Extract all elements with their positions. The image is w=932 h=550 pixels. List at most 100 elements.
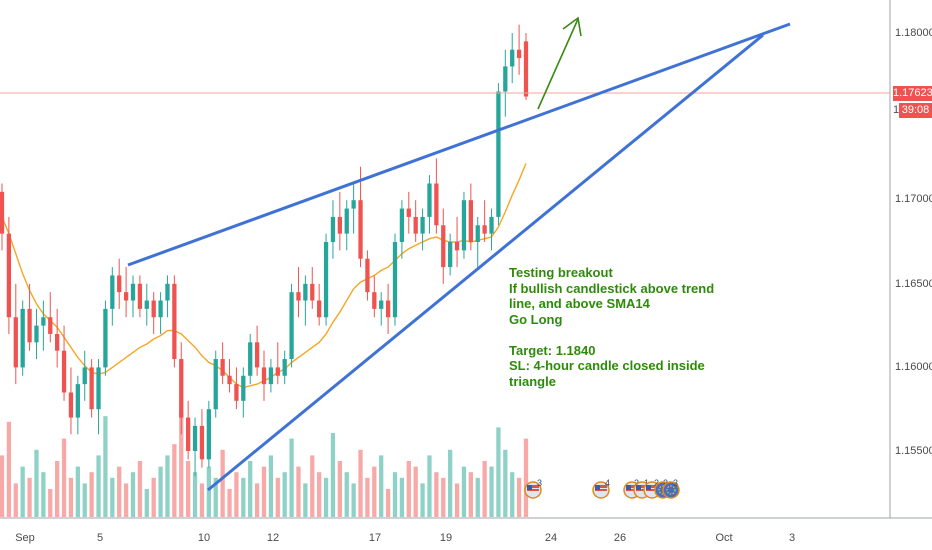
candle-body	[248, 342, 253, 376]
candle-body	[296, 292, 301, 301]
bearish-candle	[468, 183, 473, 251]
volume-bar	[358, 449, 363, 517]
candle-body	[379, 300, 384, 309]
candle-body	[20, 308, 25, 368]
trade-annotation[interactable]: Testing breakout If bullish candlestick …	[509, 265, 739, 389]
bearish-candle	[523, 33, 529, 100]
candle-body	[289, 292, 294, 360]
volume-bar	[289, 438, 294, 517]
bearish-candle	[27, 283, 32, 351]
volume-bar	[213, 477, 218, 517]
volume-bar	[123, 483, 129, 517]
bearish-candle	[310, 267, 315, 309]
lower-trendline[interactable]	[207, 33, 764, 492]
bullish-candle	[20, 300, 25, 376]
bullish-candle	[420, 208, 425, 251]
candle-body	[344, 208, 349, 234]
volume-bar	[413, 466, 418, 517]
date-tick-label: 10	[197, 532, 211, 544]
volume-bar	[303, 483, 308, 517]
candle-body	[434, 183, 439, 226]
annotation-line: Go Long	[509, 311, 563, 327]
candle-body	[137, 283, 143, 309]
candle-body	[385, 300, 391, 318]
bullish-candle	[392, 233, 398, 326]
date-tick-label: 3	[788, 532, 796, 544]
us-flag-event-icon[interactable]: 3	[524, 478, 544, 500]
price-tick-label: 1.16000	[895, 361, 932, 373]
candle-body	[123, 292, 129, 301]
bearish-candle	[117, 258, 122, 309]
candle-body	[103, 308, 108, 368]
candle-body	[489, 216, 494, 234]
bearish-candle	[385, 283, 391, 334]
bullish-candle	[34, 308, 39, 360]
bullish-candle	[144, 283, 149, 326]
bearish-candle	[199, 409, 205, 468]
bullish-candle	[206, 400, 211, 468]
bearish-candle	[151, 292, 156, 334]
bearish-candle	[296, 267, 301, 318]
candle-body	[454, 242, 460, 251]
bearish-candle	[179, 342, 184, 435]
volume-bar	[75, 466, 80, 517]
bearish-candle	[48, 292, 53, 343]
bullish-candle	[241, 367, 246, 418]
bearish-candle	[89, 359, 94, 418]
candlesticks	[0, 24, 529, 477]
bearish-candle	[454, 216, 460, 268]
candle-body	[275, 367, 280, 376]
us-flag-event-icon[interactable]: 4	[592, 478, 612, 500]
volume-bars	[0, 410, 529, 517]
bullish-candle	[130, 275, 136, 318]
candle-body	[254, 342, 260, 368]
bearish-candle	[254, 325, 260, 376]
date-tick-label: 19	[439, 532, 453, 544]
candle-body	[523, 41, 529, 97]
candle-body	[323, 242, 329, 318]
annotation-line: line, and above SMA14	[509, 296, 650, 311]
candle-body	[468, 200, 473, 242]
bearish-candle	[317, 283, 322, 326]
bearish-candle	[68, 367, 74, 435]
volume-bar	[461, 466, 467, 517]
volume-bar	[296, 466, 301, 517]
volume-bar	[310, 455, 315, 517]
volume-bar	[68, 477, 74, 517]
candle-body	[358, 200, 363, 259]
date-tick-label: 17	[368, 532, 382, 544]
candle-body	[282, 359, 287, 376]
candle-body	[144, 300, 149, 309]
candle-body	[117, 275, 122, 293]
price-tick-label: 1.16500	[895, 278, 932, 290]
bullish-candle	[248, 333, 253, 385]
volume-bar	[399, 477, 405, 517]
volume-bar	[379, 455, 384, 517]
annotation-line: Testing breakout	[509, 265, 613, 280]
candle-body	[61, 350, 67, 393]
candle-body	[151, 300, 156, 318]
bullish-candle	[158, 292, 163, 334]
candle-body	[34, 325, 39, 343]
bearish-candle	[0, 183, 5, 251]
bearish-candle	[413, 200, 418, 242]
candle-body	[206, 409, 211, 460]
upper-trendline[interactable]	[127, 22, 791, 267]
volume-bar	[254, 483, 260, 517]
bearish-candle	[434, 158, 439, 234]
volume-bar	[241, 477, 246, 517]
bullish-candle	[475, 216, 480, 268]
volume-bar	[158, 466, 163, 517]
eu-flag-event-icon[interactable]: 3	[662, 478, 682, 500]
candle-body	[510, 49, 515, 67]
bullish-candle	[489, 208, 494, 251]
candle-body	[392, 242, 398, 318]
bearish-candle	[55, 308, 60, 368]
candle-body	[75, 384, 80, 418]
volume-bar	[20, 466, 25, 517]
candle-body	[268, 367, 274, 385]
volume-bar	[489, 466, 494, 517]
current-price-tag: 1.17623	[893, 86, 932, 101]
date-tick-label: 26	[613, 532, 627, 544]
